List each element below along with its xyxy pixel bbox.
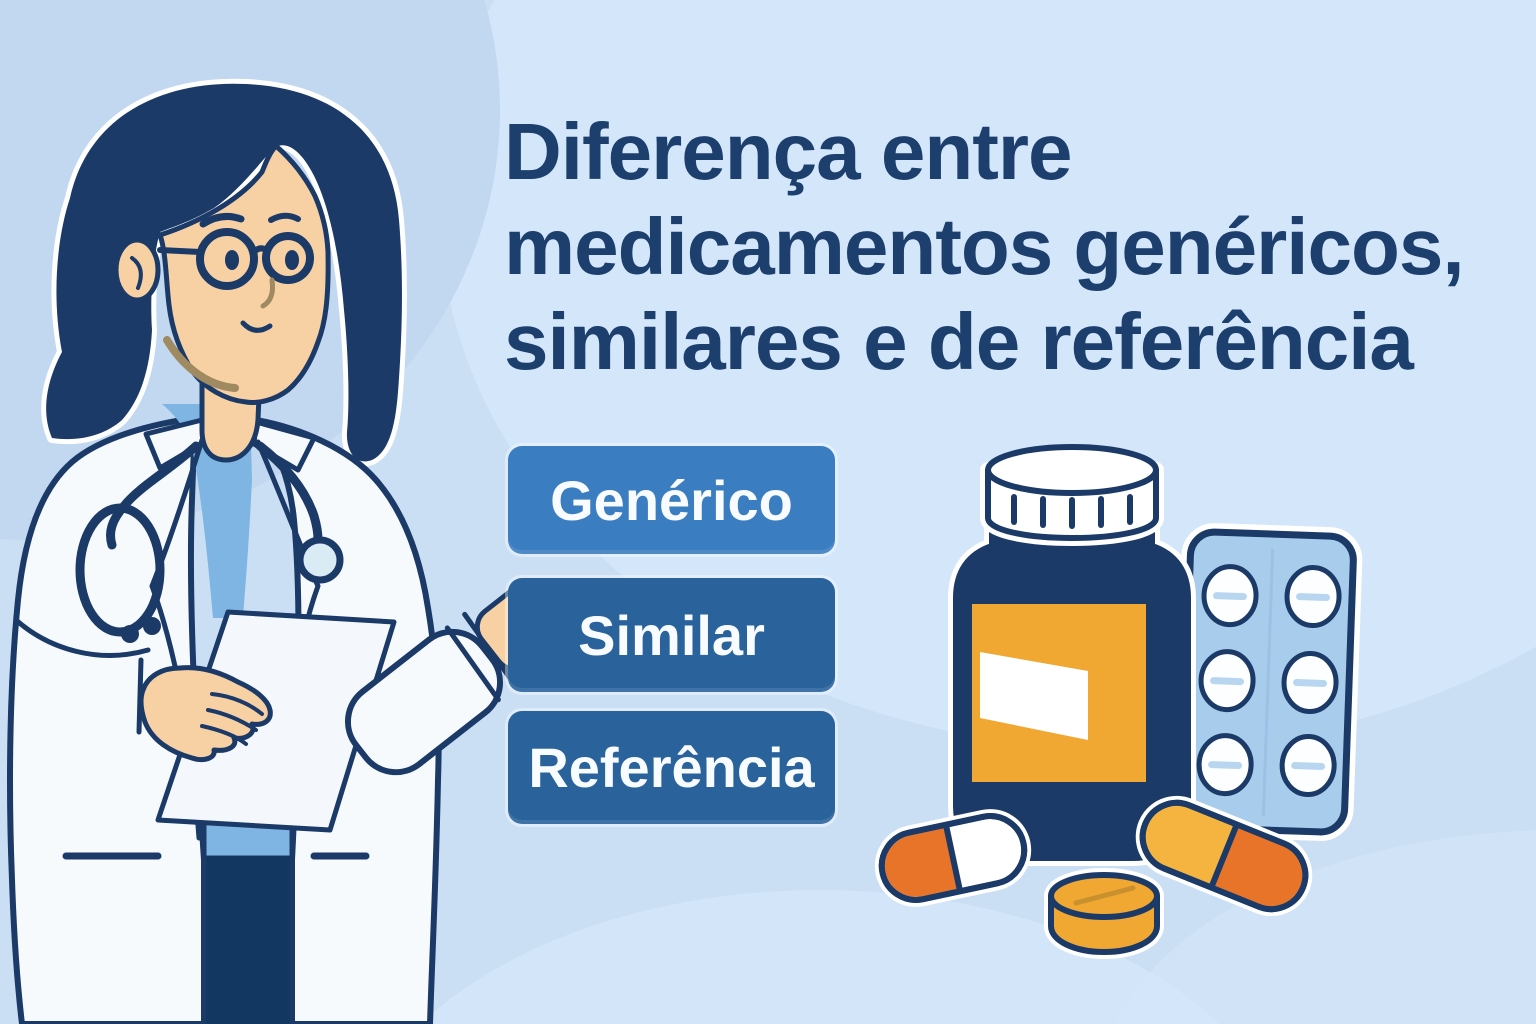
doctor-eyebrow-right [268, 212, 301, 223]
blister-perforation-line [1261, 548, 1275, 817]
bottle-cap-top [985, 444, 1159, 496]
doctor-illustration [7, 78, 566, 1024]
stethoscope-earpiece-2 [143, 617, 161, 635]
stethoscope [75, 441, 344, 643]
stethoscope-tube-right [255, 441, 323, 545]
stethoscope-loop [75, 503, 165, 637]
glasses-right-lens [262, 232, 314, 284]
stethoscope-earpiece-1 [121, 625, 139, 643]
capsule-half-orange [884, 827, 960, 897]
doctor-eyebrow-left [199, 212, 245, 228]
stethoscope-chestpiece [296, 536, 344, 584]
glasses-bridge [251, 245, 269, 255]
button-generico[interactable]: Genérico [508, 446, 835, 554]
doctor-left-sleeve-line [13, 617, 151, 658]
button-similar[interactable]: Similar [508, 578, 835, 692]
doctor-holding-hand [138, 665, 273, 763]
blister-pill-dash [1210, 677, 1245, 686]
doctor-face [157, 143, 331, 405]
pointing-arm-sleeve [344, 628, 504, 776]
blister-pill-dash [1296, 593, 1331, 602]
pill-bottle [948, 444, 1196, 866]
glasses-left-lens [196, 228, 258, 290]
holding-hand-finger-line-2 [206, 708, 258, 732]
blister-pack [1172, 523, 1363, 841]
bottle-cap-ribs [1011, 494, 1133, 529]
holding-hand-finger-line-1 [210, 692, 264, 716]
blister-pill-dash [1208, 761, 1243, 770]
doctor-jaw-shadow [163, 336, 239, 392]
medicines-illustration [874, 444, 1363, 959]
blister-pill-dash [1293, 679, 1328, 687]
capsule-outline [878, 813, 1028, 903]
tablet [1044, 868, 1164, 959]
blister-pill-dash [1291, 762, 1326, 770]
background-wave-bottom-left [420, 890, 1220, 1024]
doctor-nose [260, 277, 275, 309]
button-referencia[interactable]: Referência [508, 711, 835, 824]
pointing-arm-cuff-line-1 [444, 625, 501, 703]
doctor-hair [41, 78, 407, 467]
capsule-orange-white [874, 809, 1032, 907]
blister-pill-dash [1213, 592, 1248, 601]
holding-hand-finger-line-3 [200, 724, 248, 746]
title-line-1: Diferença entre [504, 107, 1072, 196]
title-line-3: similares e de referência [504, 297, 1414, 386]
capsule-yellow-orange [1135, 795, 1313, 917]
doctor-ear [113, 237, 161, 303]
blister-pills [1196, 564, 1342, 797]
capsule-half-orange [1212, 827, 1303, 907]
capsule-divider [943, 823, 963, 893]
doctor-eye-right [285, 250, 299, 270]
doctor-eye-left [225, 250, 239, 270]
glasses-temple-arm [157, 247, 203, 255]
capsule-divider [1209, 823, 1239, 889]
title-line-2: medicamentos genéricos, [504, 202, 1465, 291]
doctor-skirt [206, 856, 290, 1024]
page-title: Diferença entre medicamentos genéricos, … [504, 104, 1514, 389]
bottle-label-white-band [980, 652, 1088, 740]
background-wave-bottom-right [1115, 830, 1536, 1024]
capsule-outline [1139, 799, 1309, 913]
tablet-score-line [1073, 885, 1136, 906]
doctor-ear-inner [130, 256, 143, 290]
doctor-mouth [240, 320, 273, 333]
bottle-cap [980, 444, 1164, 546]
